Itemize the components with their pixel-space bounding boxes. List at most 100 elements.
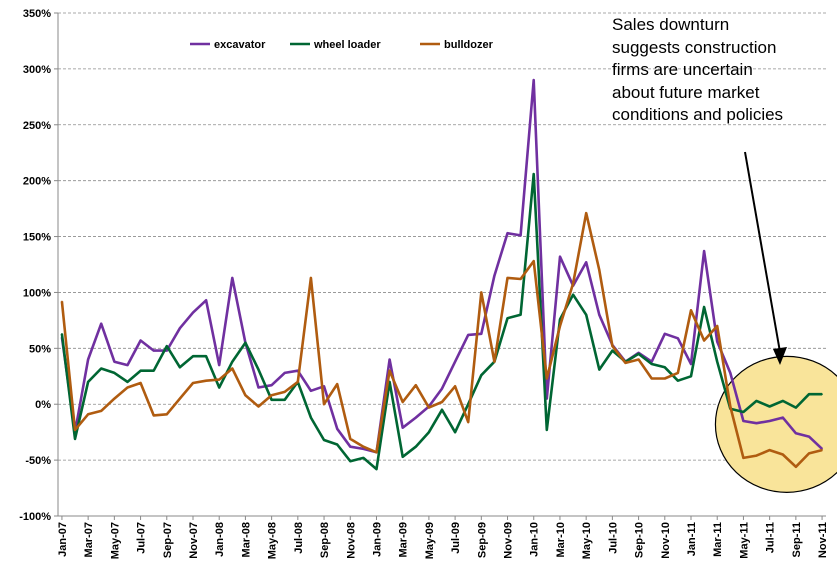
data-point (559, 255, 561, 258)
data-point (257, 368, 260, 371)
data-point (310, 416, 312, 419)
data-point (755, 400, 758, 402)
y-tick-label: 150% (23, 232, 51, 244)
data-point (74, 429, 76, 431)
data-point (323, 439, 325, 441)
data-point (152, 414, 155, 417)
legend-label: wheel loader (313, 39, 381, 51)
data-point (690, 363, 692, 365)
data-point (493, 274, 496, 277)
data-point (821, 449, 823, 451)
x-tick-label: Jul-07 (136, 522, 148, 554)
data-point (126, 364, 129, 366)
data-point (768, 449, 771, 451)
x-tick-label: Jan-08 (214, 522, 226, 557)
x-tick-label: Mar-08 (240, 522, 252, 557)
annotation-line: conditions and policies (612, 105, 784, 124)
x-tick-label: Jul-08 (293, 522, 305, 554)
data-point (231, 367, 234, 370)
data-point (192, 355, 194, 357)
data-point (781, 400, 784, 402)
series-line-excavator (60, 78, 823, 454)
data-point (559, 318, 561, 321)
data-point (716, 360, 719, 363)
data-point (795, 432, 797, 435)
data-point (519, 234, 522, 237)
data-point (362, 457, 365, 459)
x-tick-label: Sep-09 (476, 522, 488, 558)
x-tick-label: Jan-07 (57, 522, 69, 557)
data-point (323, 403, 325, 406)
x-tick-label: Jan-09 (371, 522, 383, 557)
data-point (598, 314, 601, 316)
data-point (126, 381, 129, 383)
data-point (781, 453, 784, 456)
y-axis-tick-labels: 350% 300% 250% 200% 150% 100% 50% 0% -50% -100% (19, 8, 51, 523)
arrow-shaft (744, 151, 781, 353)
annotation-arrow (744, 151, 787, 365)
data-point (231, 360, 234, 363)
data-point (218, 378, 221, 381)
x-tick-label: May-07 (109, 522, 121, 559)
data-point (257, 386, 260, 389)
data-point (703, 306, 705, 308)
data-point (388, 369, 391, 372)
data-point (375, 451, 378, 454)
data-point (270, 394, 273, 397)
x-tick-label: May-11 (738, 522, 750, 559)
data-point (677, 337, 679, 340)
data-point (244, 341, 247, 344)
data-point (493, 360, 496, 363)
annotation-line: about future market (612, 82, 760, 102)
data-point (179, 366, 181, 369)
data-point (821, 393, 823, 395)
data-point (729, 405, 732, 408)
data-point (336, 443, 338, 446)
x-tick-label: Jul-11 (765, 522, 777, 553)
data-point (690, 309, 692, 312)
data-point (244, 394, 247, 397)
legend-label: excavator (214, 39, 266, 51)
data-point (585, 261, 587, 264)
x-tick-label: May-10 (581, 522, 593, 559)
data-point (165, 345, 168, 347)
data-point (755, 422, 758, 425)
data-point (663, 333, 666, 335)
data-point (441, 401, 443, 403)
data-point (100, 367, 103, 370)
data-point (414, 416, 417, 419)
data-point (611, 345, 614, 347)
data-point (192, 311, 194, 314)
data-point (401, 426, 404, 429)
data-point (650, 377, 653, 380)
annotation-line: suggests construction (612, 37, 777, 57)
data-point (506, 277, 509, 279)
data-point (270, 398, 273, 401)
x-tick-label: Mar-10 (555, 522, 567, 557)
data-point (611, 349, 614, 352)
series-points-wheel-loader (61, 173, 823, 470)
data-point (768, 405, 771, 408)
data-point (375, 468, 378, 470)
data-point (598, 269, 601, 271)
annotation-line: firms are uncertain (612, 60, 753, 79)
data-point (506, 317, 509, 319)
arrow-head (773, 347, 787, 365)
data-point (506, 232, 509, 235)
data-point (231, 277, 234, 279)
data-point (454, 385, 456, 388)
data-point (283, 398, 286, 401)
annotation-text: Sales downturn suggests construction fir… (612, 14, 832, 127)
data-point (87, 381, 89, 383)
x-tick-label: Nov-11 (817, 522, 829, 558)
x-tick-label: May-08 (267, 522, 279, 559)
data-point (716, 340, 719, 343)
data-point (637, 358, 640, 361)
data-point (179, 397, 181, 400)
data-point (454, 360, 456, 363)
data-point (113, 372, 116, 374)
data-point (336, 428, 338, 430)
data-point (454, 431, 456, 433)
x-tick-label: Mar-11 (712, 522, 724, 557)
